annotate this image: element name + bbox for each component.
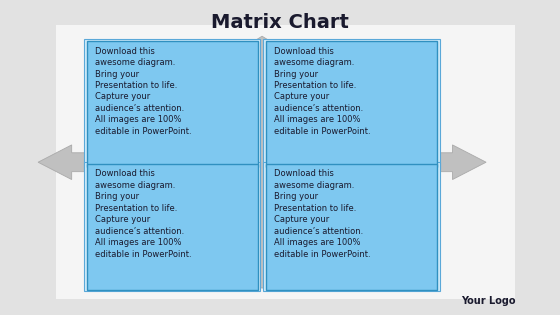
Text: Matrix Chart: Matrix Chart <box>211 13 349 32</box>
Text: Download this
awesome diagram.
Bring your
Presentation to life.
Capture your
aud: Download this awesome diagram. Bring you… <box>95 47 192 136</box>
Polygon shape <box>38 36 486 288</box>
FancyBboxPatch shape <box>263 39 440 169</box>
FancyBboxPatch shape <box>87 164 258 290</box>
FancyBboxPatch shape <box>84 162 260 291</box>
FancyBboxPatch shape <box>56 25 515 299</box>
Text: Download this
awesome diagram.
Bring your
Presentation to life.
Capture your
aud: Download this awesome diagram. Bring you… <box>95 169 192 259</box>
FancyBboxPatch shape <box>84 39 260 169</box>
FancyBboxPatch shape <box>266 41 437 167</box>
Text: Download this
awesome diagram.
Bring your
Presentation to life.
Capture your
aud: Download this awesome diagram. Bring you… <box>274 47 371 136</box>
FancyBboxPatch shape <box>263 162 440 291</box>
Text: Your Logo: Your Logo <box>461 295 515 306</box>
Text: Download this
awesome diagram.
Bring your
Presentation to life.
Capture your
aud: Download this awesome diagram. Bring you… <box>274 169 371 259</box>
FancyBboxPatch shape <box>266 164 437 290</box>
FancyBboxPatch shape <box>87 41 258 167</box>
